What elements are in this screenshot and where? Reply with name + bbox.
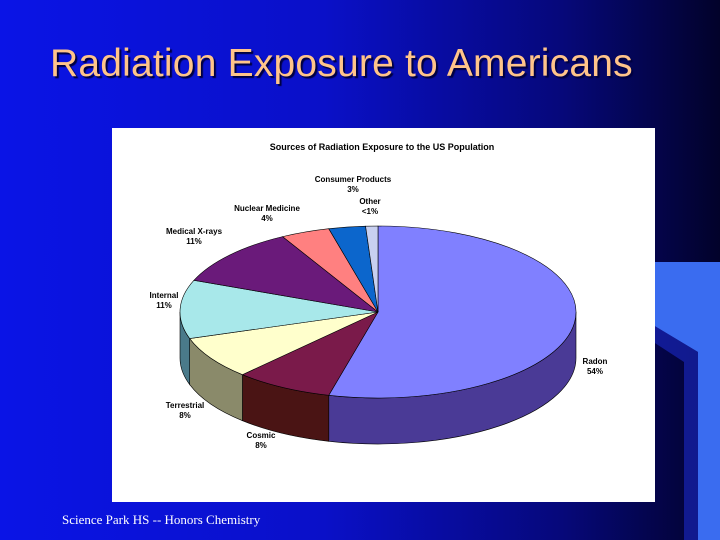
slice-label-value: 11% <box>156 301 172 310</box>
pie-slice-medical-x-rays <box>193 236 379 313</box>
pie-chart: Sources of Radiation Exposure to the US … <box>150 142 608 450</box>
slice-label-name: Other <box>359 197 380 206</box>
pie-slices <box>179 225 577 399</box>
pie-slice-terrestrial <box>189 311 379 376</box>
slice-label-name: Cosmic <box>247 431 276 440</box>
chart-title: Sources of Radiation Exposure to the US … <box>270 142 495 152</box>
pie-slice-radon <box>328 225 577 399</box>
slice-label-value: 4% <box>261 214 273 223</box>
slide-footer: Science Park HS -- Honors Chemistry <box>62 512 261 527</box>
slice-label-name: Internal <box>150 291 179 300</box>
pie-labels: Radon54%Cosmic8%Terrestrial8%Internal11%… <box>150 175 608 450</box>
slice-label-name: Nuclear Medicine <box>234 204 300 213</box>
slice-label-other: Other<1% <box>359 197 380 216</box>
pie-slice-cosmic <box>241 311 379 396</box>
slice-label-name: Medical X-rays <box>166 227 223 236</box>
pie-slice-other <box>365 225 379 313</box>
slice-label-value: 3% <box>347 185 359 194</box>
slice-label-name: Terrestrial <box>166 401 205 410</box>
pie-slice-internal <box>179 280 379 339</box>
slice-label-value: <1% <box>362 207 378 216</box>
slice-label-value: 8% <box>179 411 191 420</box>
slide-title: Radiation Exposure to Americans <box>50 42 633 85</box>
slice-label-value: 11% <box>186 237 202 246</box>
slice-label-value: 8% <box>255 441 267 450</box>
slice-label-value: 54% <box>587 367 603 376</box>
slice-label-name: Radon <box>583 357 608 366</box>
chart-panel: Sources of Radiation Exposure to the US … <box>112 128 655 502</box>
slice-label-name: Consumer Products <box>315 175 392 184</box>
